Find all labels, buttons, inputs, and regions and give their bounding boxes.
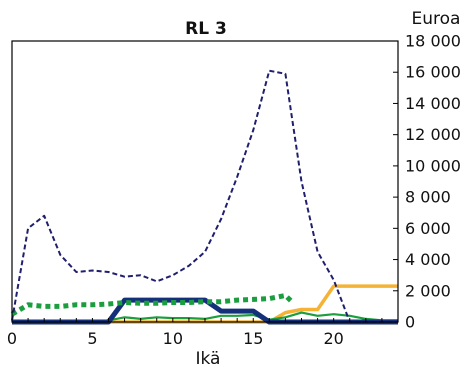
y-tick-label: 18 000 [405, 32, 461, 51]
x-tick-label: 20 [323, 329, 343, 348]
y-axis-unit-label: Euroa [412, 9, 461, 29]
y-tick-label: 12 000 [405, 125, 461, 144]
y-tick-label: 4 000 [405, 250, 451, 269]
y-tick-label: 14 000 [405, 94, 461, 113]
y-axis-ticks: 0 2 000 4 000 6 000 8 000 10 000 12 000 14 000 1… [393, 32, 461, 332]
series-line-4 [12, 311, 398, 324]
series-line-5 [12, 284, 398, 324]
y-tick-label: 6 000 [405, 219, 451, 238]
y-tick-label: 0 [405, 313, 415, 332]
x-tick-label: 15 [243, 329, 263, 348]
y-tick-label: 10 000 [405, 156, 461, 175]
x-axis-label: Ikä [196, 349, 221, 368]
y-tick-label: 16 000 [405, 63, 461, 82]
y-tick-label: 8 000 [405, 188, 451, 207]
series-line-2 [10, 293, 296, 317]
series-layer [10, 69, 398, 325]
x-tick-label: 5 [87, 329, 97, 348]
x-tick-label: 0 [7, 329, 17, 348]
series-line-1 [11, 69, 398, 323]
x-tick-label: 10 [163, 329, 183, 348]
x-axis-ticks: 0 5 10 15 20 [7, 318, 399, 348]
y-tick-label: 2 000 [405, 281, 451, 300]
chart-title: RL 3 [185, 19, 227, 39]
plot-frame [11, 40, 399, 323]
